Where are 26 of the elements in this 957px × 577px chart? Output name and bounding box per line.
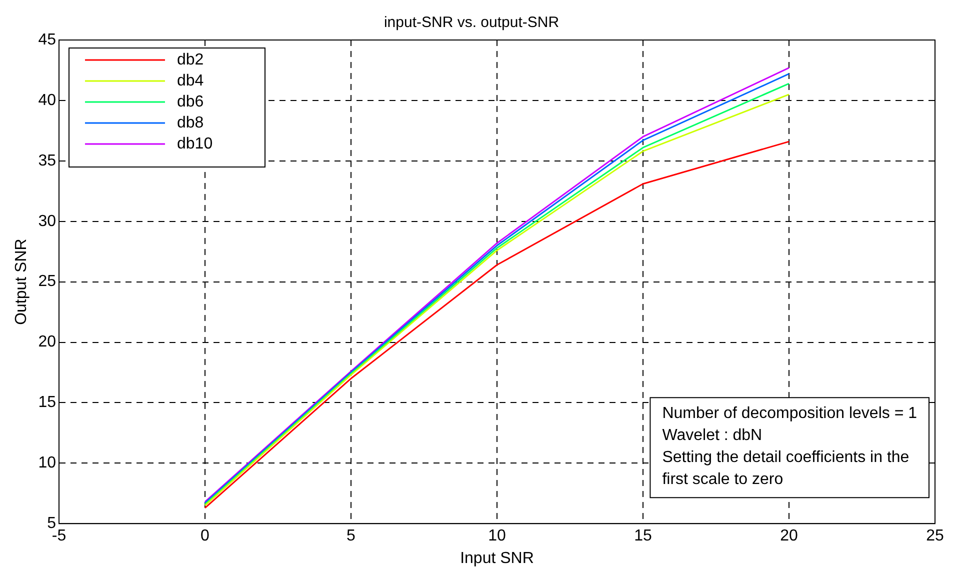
legend-label: db10 xyxy=(176,135,213,152)
annotation: Setting the detail coefficients in the xyxy=(662,449,910,466)
y-tick-label: 20 xyxy=(38,334,56,351)
legend-label: db4 xyxy=(176,72,204,90)
x-tick-label: 15 xyxy=(634,528,652,545)
x-axis-title: Input SNR xyxy=(460,550,534,567)
chart-title: input-SNR vs. output-SNR xyxy=(384,14,560,32)
y-tick-label: 45 xyxy=(38,31,56,48)
x-tick-label: 10 xyxy=(488,528,506,545)
y-tick-label: 25 xyxy=(38,273,56,290)
y-axis-title: Output SNR xyxy=(13,238,30,325)
x-tick-label: 20 xyxy=(780,528,798,545)
annotation: first scale to zero xyxy=(662,471,784,488)
y-tick-label: 10 xyxy=(38,454,56,472)
annotation: Wavelet : dbN xyxy=(662,427,762,444)
x-tick-label: 0 xyxy=(200,528,210,545)
y-tick-label: 30 xyxy=(38,212,56,230)
legend-label: db2 xyxy=(176,51,204,68)
x-tick-label: 5 xyxy=(346,528,356,545)
y-tick-label: 15 xyxy=(38,394,56,412)
legend-label: db6 xyxy=(176,93,204,110)
x-tick-label: 25 xyxy=(926,528,944,545)
y-tick-label: 35 xyxy=(38,152,56,170)
legend-label: db8 xyxy=(176,114,204,132)
y-tick-label: 40 xyxy=(38,92,56,109)
annotation: Number of decomposition levels = 1 xyxy=(662,405,918,422)
